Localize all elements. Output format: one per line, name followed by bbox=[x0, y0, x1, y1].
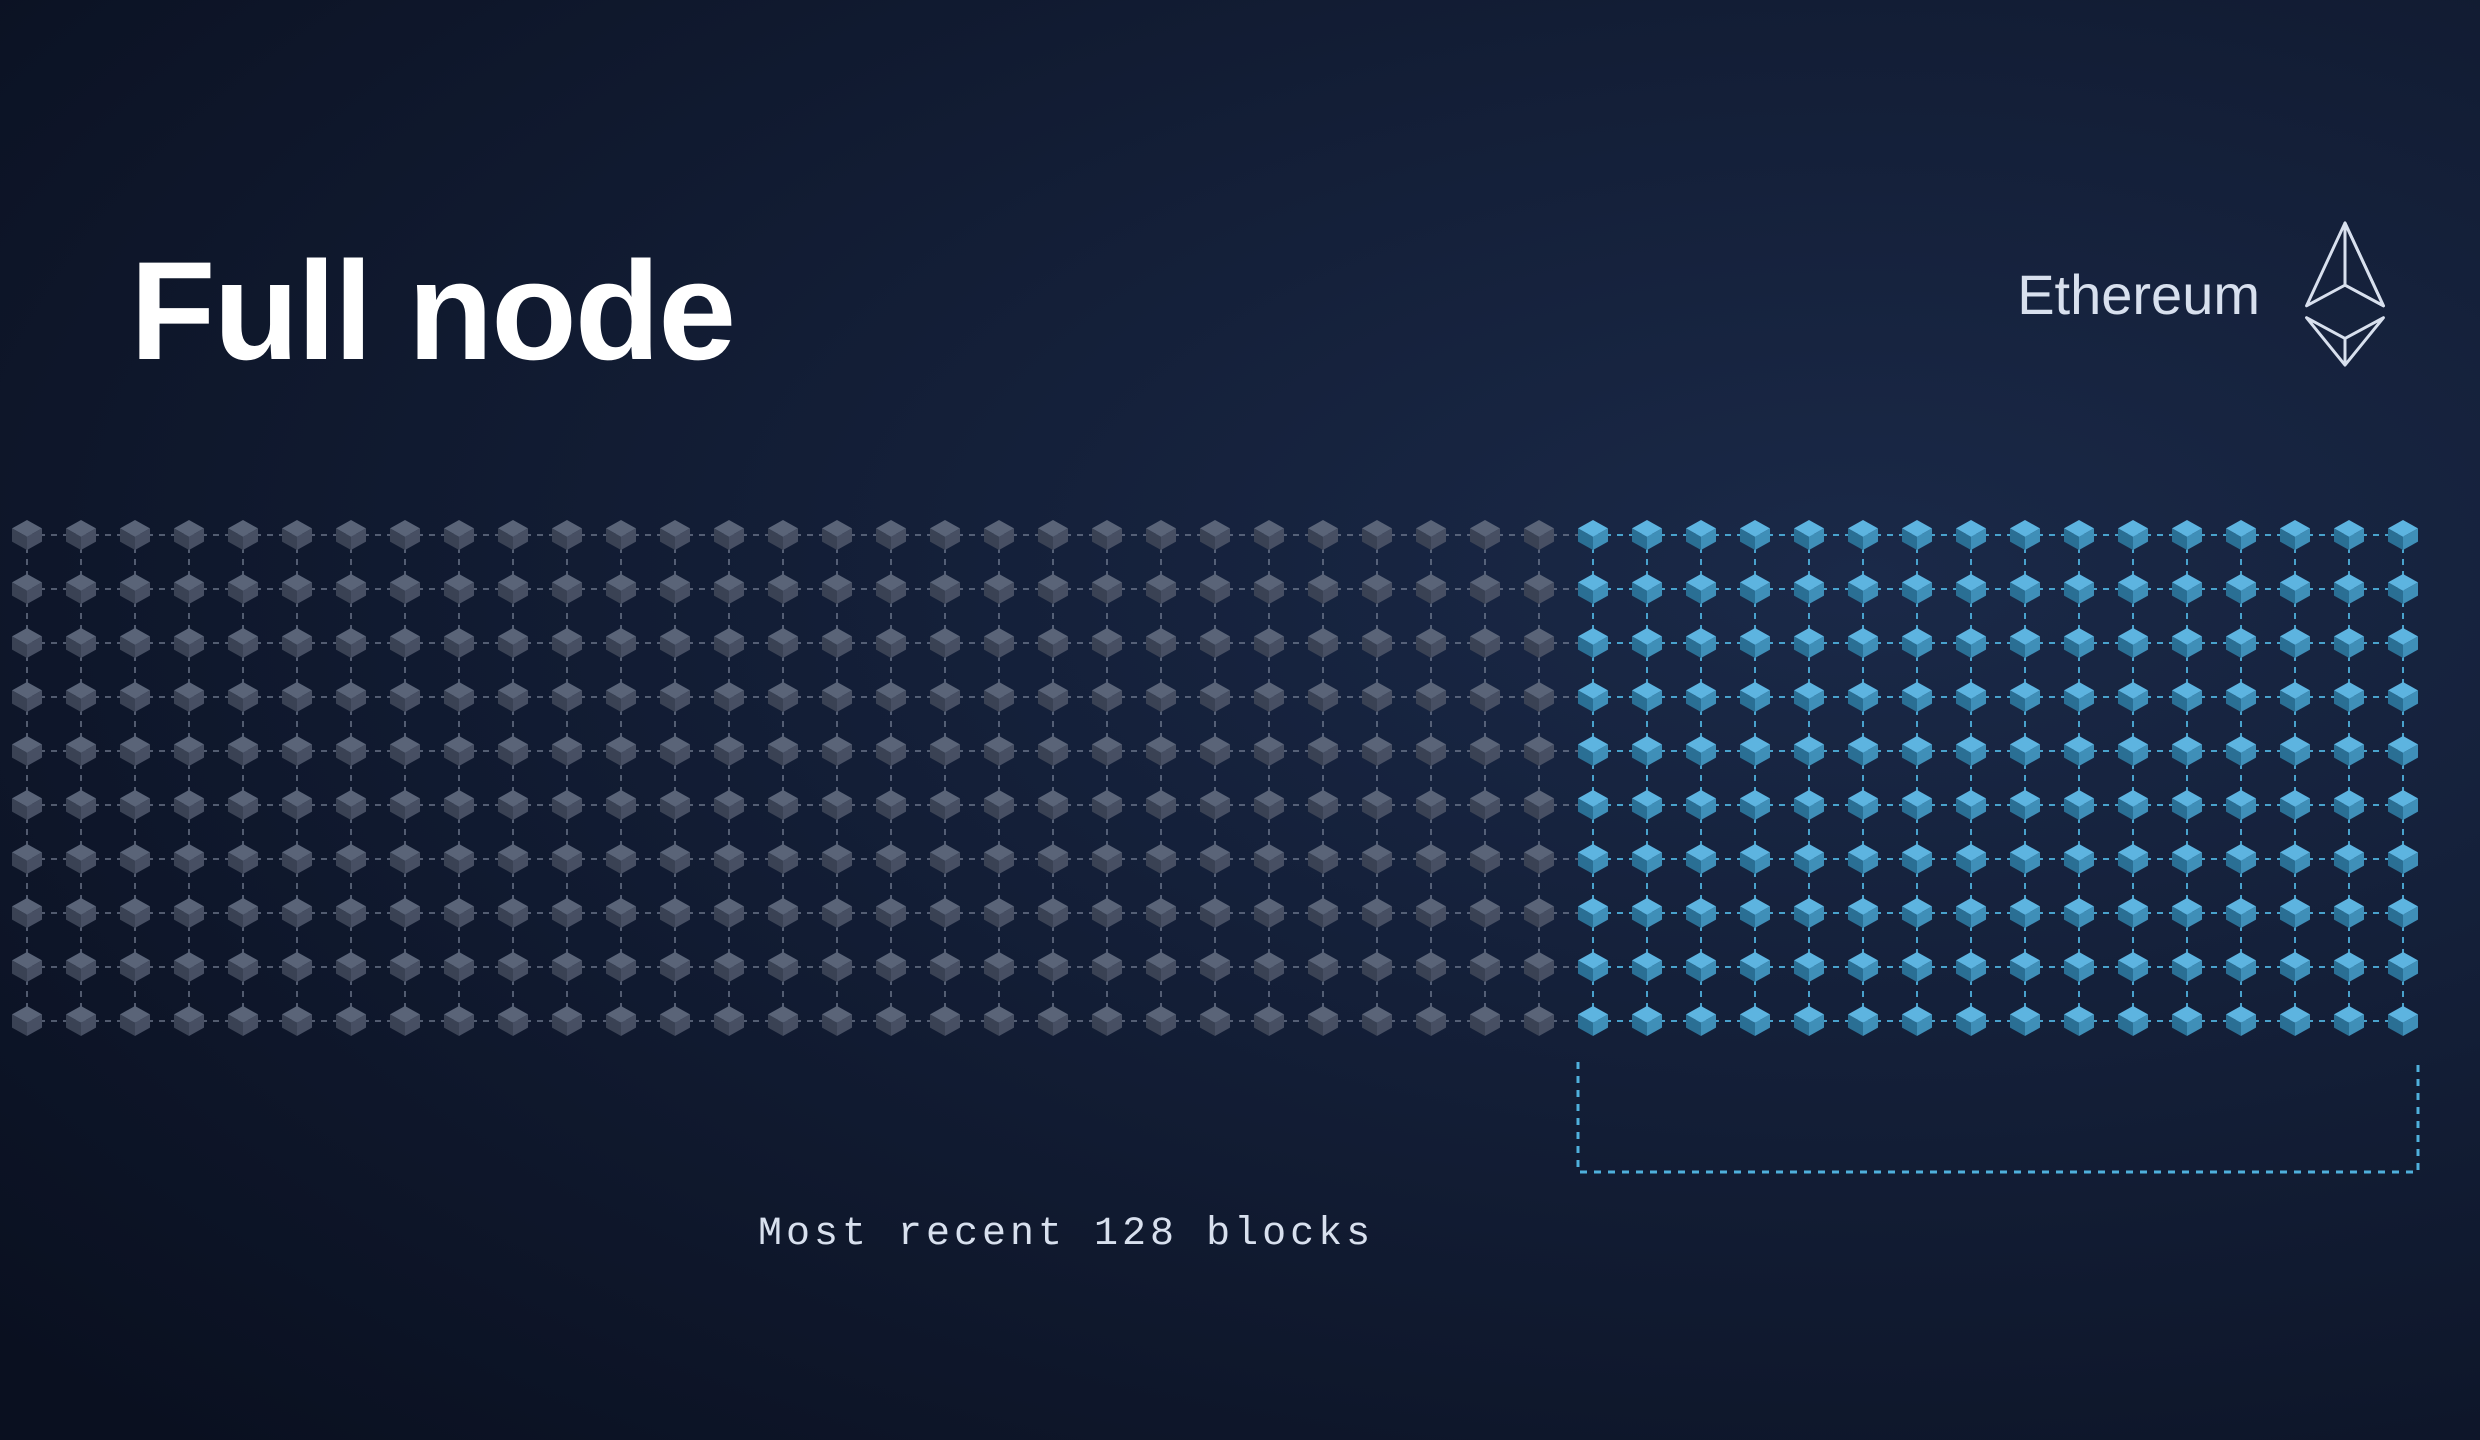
brand-label: Ethereum bbox=[2017, 262, 2260, 327]
diagram-canvas: Full node Ethereum Most recent 128 block… bbox=[0, 0, 2480, 1440]
block-grid bbox=[0, 500, 2480, 1326]
ethereum-logo-icon bbox=[2300, 220, 2390, 368]
diagram-title: Full node bbox=[130, 230, 734, 392]
recent-blocks-annotation: Most recent 128 blocks bbox=[758, 1212, 2480, 1257]
brand-block: Ethereum bbox=[2017, 220, 2390, 368]
